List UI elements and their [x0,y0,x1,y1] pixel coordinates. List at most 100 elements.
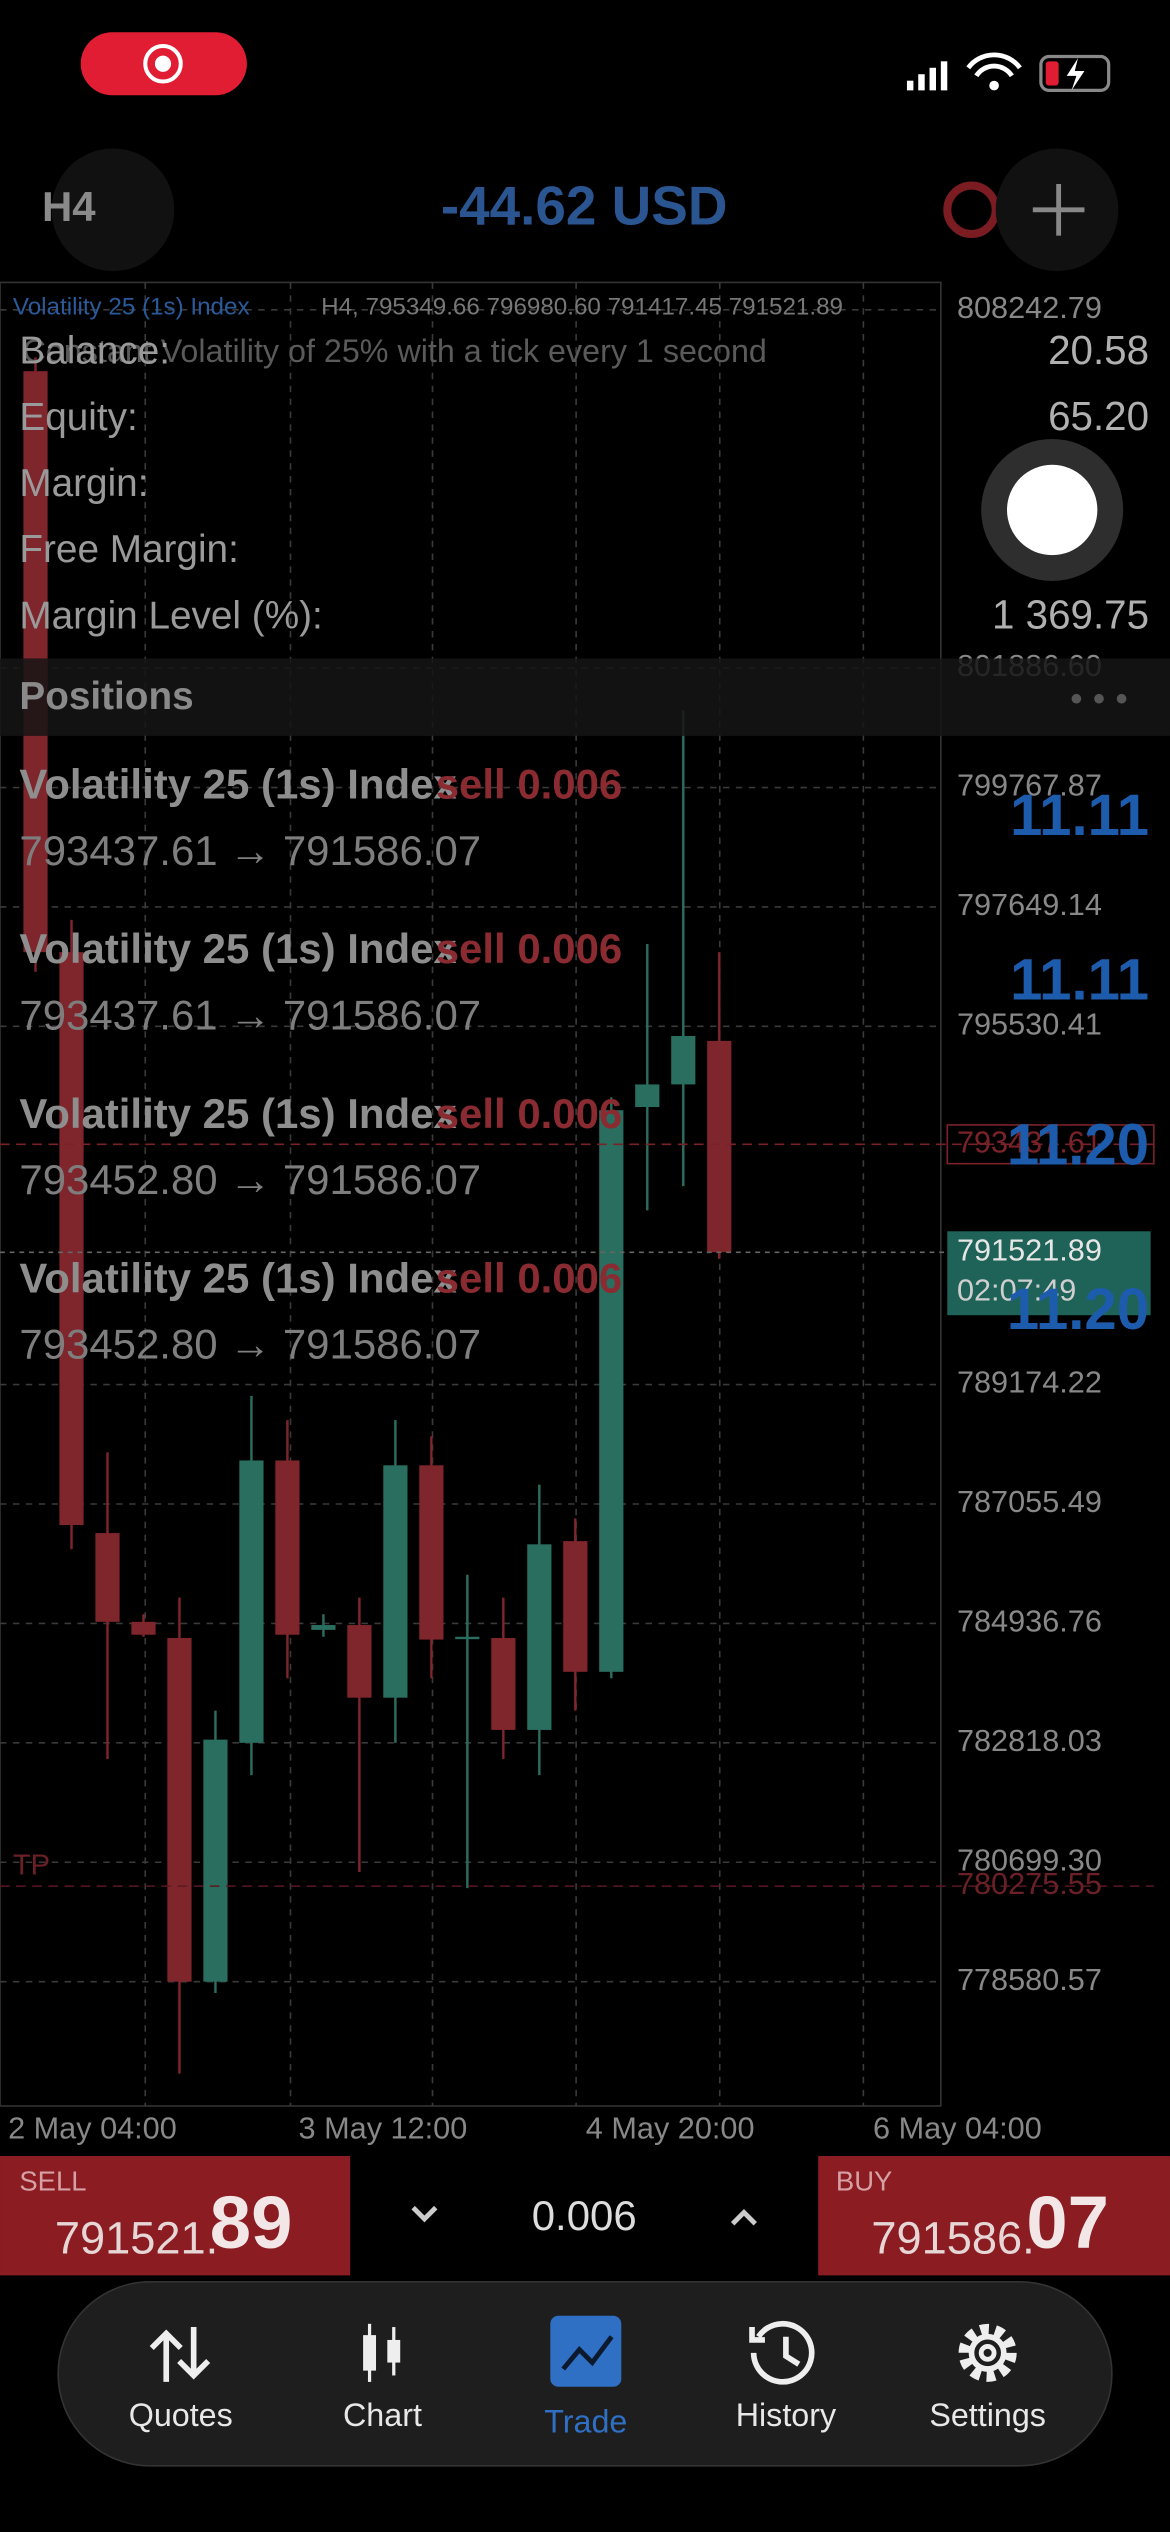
chart-frame [0,281,942,2107]
tp-label: TP [13,1849,50,1881]
buy-label: BUY [836,2166,892,2197]
position-prices: 793437.61 → 791586.07 [19,827,481,874]
sell-label: SELL [19,2166,86,2197]
position-side: sell 0.006 [436,1090,623,1137]
x-tick-label: 3 May 12:00 [299,2111,468,2145]
assistive-touch-core [1007,464,1098,556]
y-tick-label: 789174.22 [957,1366,1102,1400]
chart-symbol: Volatility 25 (1s) Index [13,294,250,321]
position-price: 793437.61 [957,1125,1102,1159]
tab-label-active[interactable]: Trade [544,2403,627,2439]
candle-body [239,1460,264,1743]
position-prices: 793437.61 → 791586.07 [19,991,481,1038]
add-icon [1032,183,1085,236]
history-icon [749,2320,815,2385]
account-value: 1 369.75 [992,592,1149,638]
signal-icon [906,61,948,91]
account-value: 65.20 [1048,393,1149,439]
position-side: sell 0.006 [436,1254,623,1301]
y-tick-label: 808242.79 [957,291,1102,325]
battery-level [1045,61,1059,86]
bar-timer: 02:07:49 [957,1274,1076,1308]
position-symbol: Volatility 25 (1s) Index [19,1254,457,1301]
candle-body [131,1621,156,1635]
account: Balance: 20.58 Equity: 65.20 Margin: Fre… [19,327,1149,638]
buy-price-big: 07 [1026,2181,1109,2264]
x-tick-label: 2 May 04:00 [8,2111,177,2145]
sell-button[interactable] [0,2155,351,2276]
position-tag [946,1124,1155,1165]
trade-icon-line [561,2335,614,2371]
positions-title: Positions [19,675,193,718]
candle-body [347,1625,372,1698]
settings-icon [958,2323,1017,2382]
tab-label[interactable]: Settings [929,2397,1046,2433]
candle-body [383,1465,408,1698]
chart-icon [363,2323,401,2382]
volume[interactable]: 0.006 [532,2192,637,2239]
account-label: Equity: [19,396,137,439]
tab-label[interactable]: Quotes [129,2397,233,2433]
position-prices: 793452.80 → 791586.07 [19,1156,481,1203]
x-tick-label: 4 May 20:00 [586,2111,755,2145]
volume-down[interactable] [411,2205,438,2223]
candle-body [527,1544,552,1730]
chart-ohlc: H4, 795349.66 796980.60 791417.45 791521… [321,294,843,321]
candle-body [275,1460,300,1635]
position-profit: 11.11 [1010,948,1149,1013]
tp-price: 780275.55 [957,1867,1102,1901]
position-symbol: Volatility 25 (1s) Index [19,761,457,808]
header-button[interactable] [51,148,175,272]
candle-body [707,1040,732,1253]
position-side: sell 0.006 [436,761,623,808]
buy-button[interactable] [818,2155,1170,2276]
position-symbol: Volatility 25 (1s) Index [19,1090,457,1137]
y-tick-label: 799767.87 [957,769,1102,803]
candle-body [203,1739,228,1982]
record-dot [154,55,172,72]
candle-body [563,1541,588,1672]
candle-body [671,1036,696,1085]
trade-icon [550,2315,622,2387]
y-tick-label: 778580.57 [957,1963,1102,1997]
position-prices: 793452.80 → 791586.07 [19,1321,481,1368]
chart-description: Constant Volatility of 25% with a tick e… [23,333,767,369]
positions-band [0,658,1170,736]
tab-label[interactable]: Chart [343,2397,422,2433]
y-tick-label: 797649.14 [957,888,1102,922]
y-tick-label: 787055.49 [957,1485,1102,1519]
y-tick-label: 784936.76 [957,1605,1102,1639]
position-profit: 11.11 [1010,783,1149,848]
sell-price: 791521. [55,2212,218,2263]
volume-up[interactable] [730,2209,757,2226]
wifi-dot [989,80,999,91]
quotes-icon [149,2327,211,2382]
charging-icon [1066,58,1085,91]
buy-price: 791586. [871,2212,1034,2263]
y-tick-label: 795530.41 [957,1007,1102,1041]
record-icon [143,43,183,84]
candle-body [599,1110,624,1672]
current-tag [947,1231,1151,1316]
account-label: Balance: [19,330,170,373]
account-label: Margin Level (%): [19,594,322,637]
candle-body [95,1533,120,1622]
x-tick-label: 6 May 04:00 [873,2111,1042,2145]
y-tick-label: 782818.03 [957,1724,1102,1758]
tab-label[interactable]: History [736,2397,837,2433]
dots[interactable] [1071,693,1127,704]
account-label: Free Margin: [19,528,238,571]
position-side: sell 0.006 [436,925,623,972]
position-symbol: Volatility 25 (1s) Index [19,925,457,972]
candle-body [419,1465,444,1640]
candle-body [455,1636,480,1640]
timeframe[interactable]: H4 [42,183,96,230]
